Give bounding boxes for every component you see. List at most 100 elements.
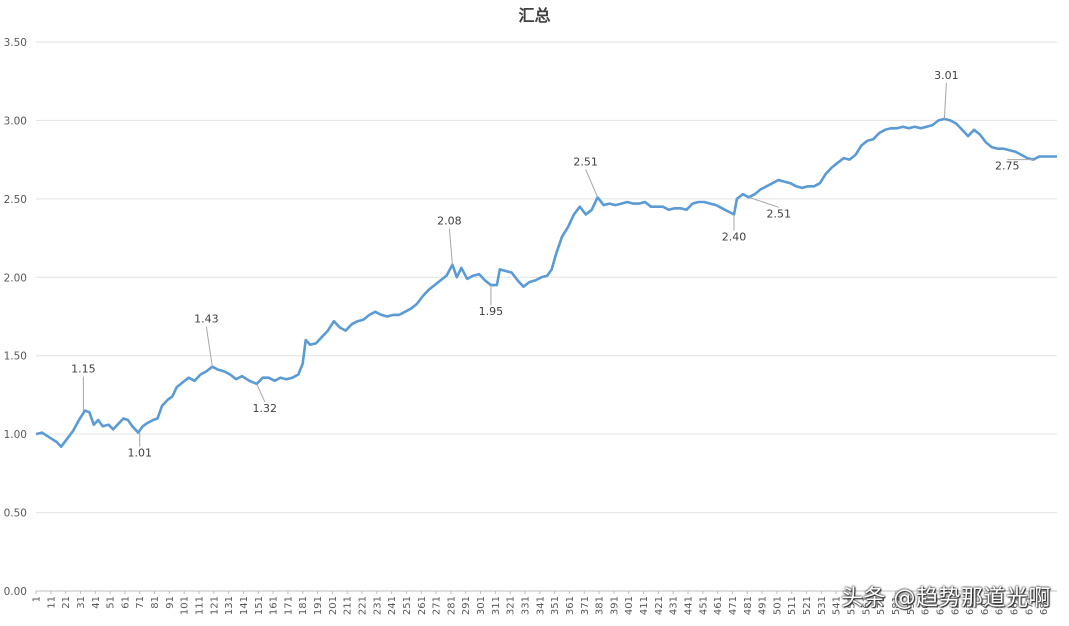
annotation-leader <box>585 169 599 198</box>
annotation-leader <box>205 326 213 367</box>
x-tick-label: 41 <box>91 596 102 609</box>
x-tick-label: 381 <box>595 596 606 615</box>
x-tick-label: 61 <box>120 596 131 609</box>
x-tick-label: 261 <box>417 596 428 615</box>
x-tick-label: 621 <box>950 596 961 615</box>
x-tick-label: 321 <box>506 596 517 615</box>
x-tick-label: 411 <box>639 596 650 615</box>
x-tick-label: 21 <box>61 596 72 609</box>
x-tick-label: 291 <box>461 596 472 615</box>
data-label: 2.51 <box>767 207 792 220</box>
x-tick-label: 551 <box>847 596 858 615</box>
y-tick-label: 3.00 <box>4 115 27 127</box>
x-tick-label: 611 <box>935 596 946 615</box>
data-label: 1.95 <box>479 305 504 318</box>
chart-title: 汇总 <box>518 6 551 25</box>
x-tick-label: 211 <box>343 596 354 615</box>
annotation-leader <box>448 228 453 265</box>
y-tick-label: 2.00 <box>4 272 27 284</box>
x-tick-label: 391 <box>609 596 620 615</box>
x-tick-label: 121 <box>209 596 220 615</box>
x-tick-label: 241 <box>387 596 398 615</box>
x-tick-label: 631 <box>965 596 976 615</box>
data-label: 3.01 <box>934 69 959 82</box>
x-tick-label: 1 <box>32 596 43 602</box>
annotation-leader <box>943 82 947 119</box>
x-tick-label: 131 <box>224 596 235 615</box>
watermark: 头条 @趋势那道光啊 <box>841 586 1051 611</box>
x-tick-label: 681 <box>1039 596 1050 615</box>
x-tick-label: 591 <box>906 596 917 615</box>
x-axis: 1 11 21 31 41 51 61 71 81 91 101 111 121 131 141 151 161… <box>32 591 1050 615</box>
x-tick-label: 601 <box>921 596 932 615</box>
x-tick-label: 221 <box>358 596 369 615</box>
annotations: 1.15 1.01 1.43 1.32 2.08 1.95 2.51 2.40 2.51 3.01… <box>71 69 1034 460</box>
x-tick-label: 351 <box>550 596 561 615</box>
x-tick-label: 51 <box>106 596 117 609</box>
x-tick-label: 141 <box>239 596 250 615</box>
x-tick-label: 331 <box>521 596 532 615</box>
x-tick-label: 441 <box>684 596 695 615</box>
x-tick-label: 541 <box>832 596 843 615</box>
x-tick-label: 181 <box>298 596 309 615</box>
x-tick-label: 341 <box>535 596 546 615</box>
x-tick-label: 461 <box>713 596 724 615</box>
y-tick-label: 3.50 <box>4 37 27 49</box>
x-tick-label: 311 <box>491 596 502 615</box>
y-tick-label: 0.50 <box>4 508 27 520</box>
x-tick-label: 481 <box>743 596 754 615</box>
x-tick-label: 161 <box>269 596 280 615</box>
x-tick-label: 431 <box>669 596 680 615</box>
y-tick-label: 0.00 <box>4 586 27 598</box>
x-tick-label: 531 <box>817 596 828 615</box>
data-label: 2.51 <box>573 155 598 168</box>
x-tick-label: 11 <box>46 596 57 609</box>
x-tick-label: 111 <box>195 596 206 615</box>
y-axis: 0.00 0.50 1.00 1.50 2.00 2.50 3.00 3.50 <box>4 37 27 598</box>
annotation-leader <box>748 196 779 208</box>
data-label: 1.15 <box>71 363 96 376</box>
x-tick-label: 501 <box>772 596 783 615</box>
series-layer <box>35 117 1057 448</box>
x-tick-label: 581 <box>891 596 902 615</box>
x-tick-label: 371 <box>580 596 591 615</box>
x-tick-label: 101 <box>180 596 191 615</box>
x-tick-label: 651 <box>995 596 1006 615</box>
x-tick-label: 491 <box>758 596 769 615</box>
data-label: 2.75 <box>995 160 1020 173</box>
x-tick-label: 511 <box>787 596 798 615</box>
x-tick-label: 151 <box>254 596 265 615</box>
data-label: 1.01 <box>127 447 152 460</box>
series-line <box>35 117 1057 448</box>
x-tick-label: 281 <box>446 596 457 615</box>
data-label: 1.43 <box>194 313 219 326</box>
y-tick-label: 1.50 <box>4 351 27 363</box>
x-tick-label: 641 <box>980 596 991 615</box>
x-tick-label: 171 <box>283 596 294 615</box>
gridlines <box>36 41 1057 592</box>
x-tick-label: 251 <box>402 596 413 615</box>
x-tick-label: 231 <box>372 596 383 615</box>
x-tick-label: 471 <box>728 596 739 615</box>
x-tick-label: 191 <box>313 596 324 615</box>
x-tick-label: 561 <box>861 596 872 615</box>
x-tick-label: 451 <box>698 596 709 615</box>
y-tick-label: 1.00 <box>4 429 27 441</box>
x-tick-label: 301 <box>476 596 487 615</box>
x-tick-label: 71 <box>135 596 146 609</box>
x-tick-label: 81 <box>150 596 161 609</box>
x-tick-label: 201 <box>328 596 339 615</box>
annotation-leader <box>256 383 266 403</box>
x-tick-label: 671 <box>1024 596 1035 615</box>
data-label: 2.40 <box>722 231 747 244</box>
x-tick-label: 401 <box>624 596 635 615</box>
y-tick-label: 2.50 <box>4 194 27 206</box>
x-tick-label: 31 <box>76 596 87 609</box>
data-label: 2.08 <box>437 215 462 228</box>
x-tick-label: 271 <box>432 596 443 615</box>
x-tick-label: 91 <box>165 596 176 609</box>
x-tick-label: 521 <box>802 596 813 615</box>
x-tick-label: 571 <box>876 596 887 615</box>
